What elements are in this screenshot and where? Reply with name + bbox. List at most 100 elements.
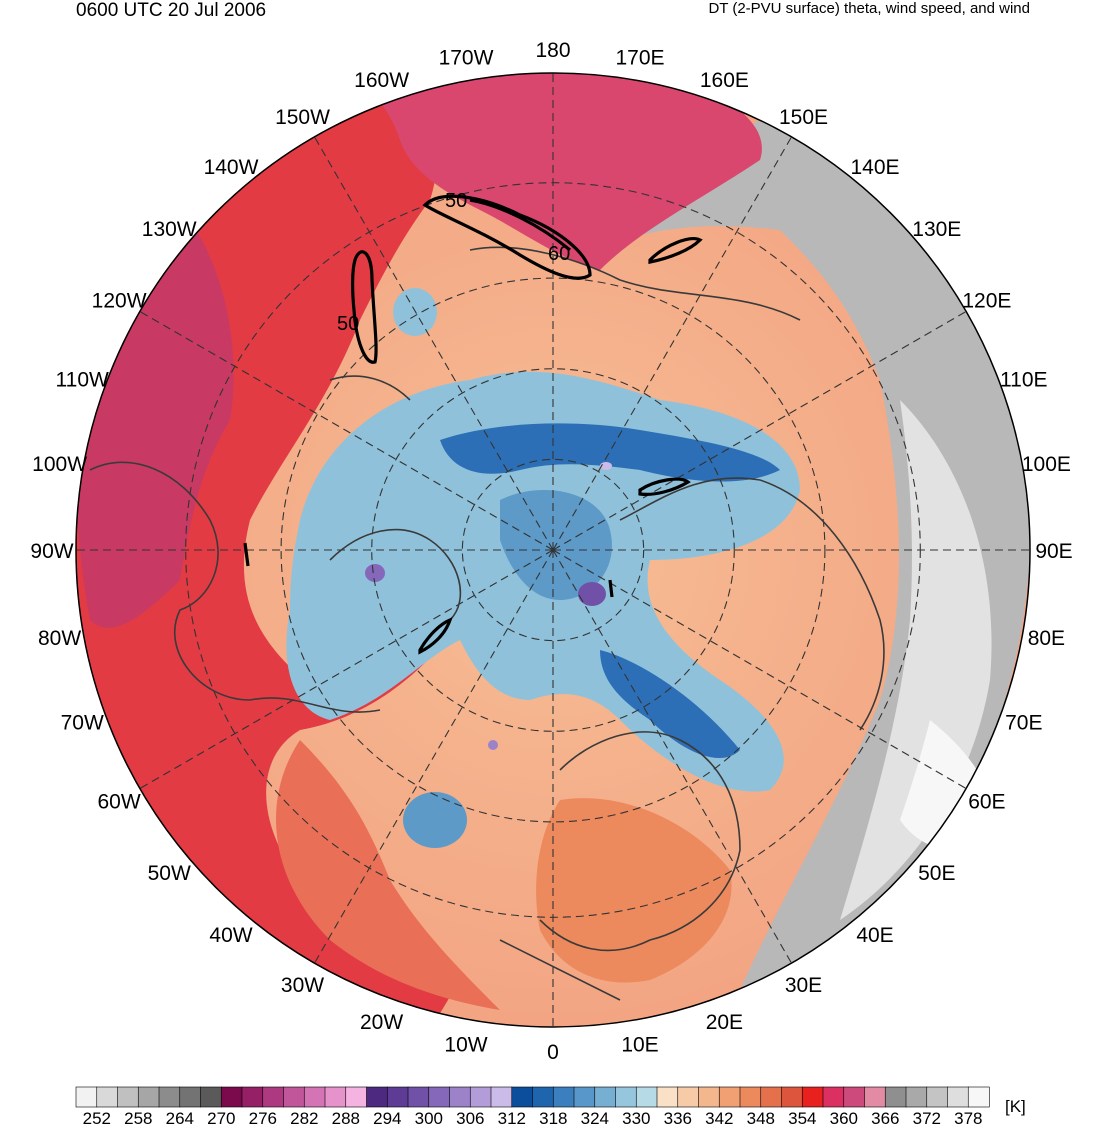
blue-cutoff-atlantic	[403, 792, 467, 848]
colorbar-swatch	[469, 1086, 492, 1108]
longitude-label: 140W	[204, 156, 259, 179]
colorbar-swatch	[490, 1086, 513, 1108]
colorbar	[75, 1086, 990, 1108]
longitude-label: 60E	[968, 791, 1005, 814]
longitude-label: 30E	[785, 974, 822, 997]
colorbar-swatch	[884, 1086, 907, 1108]
colorbar-swatch	[200, 1086, 222, 1108]
longitude-label: 100W	[32, 453, 87, 476]
colorbar-tick-label: 312	[498, 1109, 526, 1126]
colorbar-tick-label: 306	[456, 1109, 484, 1126]
colorbar-tick-label: 282	[290, 1109, 318, 1126]
colorbar-swatch	[386, 1086, 409, 1108]
colorbar-swatch	[283, 1086, 305, 1108]
colorbar-swatch	[511, 1086, 534, 1108]
meridian-line	[314, 136, 554, 551]
valid-time-label: 0600 UTC 20 Jul 2006	[76, 0, 267, 21]
graticule	[76, 73, 1030, 1027]
colorbar-swatch	[615, 1086, 637, 1108]
colorbar-swatch	[179, 1086, 202, 1108]
longitude-label: 90W	[30, 540, 73, 563]
colorbar-ticks: 252 258 264 270 276 282 288 294 300 306 312 318 324 3…	[83, 1109, 983, 1126]
latitude-circle	[185, 182, 921, 918]
colorbar-swatch	[677, 1086, 700, 1108]
colorbar-swatch	[573, 1086, 596, 1108]
longitude-label: 50W	[148, 862, 191, 885]
colorbar-tick-label: 366	[871, 1109, 899, 1126]
colorbar-swatch	[158, 1086, 181, 1108]
jet-contour-bering-inner	[469, 198, 572, 252]
longitude-label: 20W	[360, 1011, 403, 1034]
contour-label-3: 60	[548, 243, 570, 265]
longitude-label: 180	[535, 39, 570, 62]
wind-speed-contours	[243, 194, 703, 655]
longitude-label: 80W	[38, 627, 81, 650]
colorbar-swatch	[926, 1086, 949, 1108]
coastlines	[89, 246, 885, 1001]
colorbar-tick-label: 342	[705, 1109, 733, 1126]
colorbar-swatch	[220, 1086, 243, 1108]
colorbar-swatch	[407, 1086, 430, 1108]
jet-contour-hudson	[418, 617, 453, 655]
dark-blue-band	[440, 423, 780, 482]
longitude-label: 70W	[61, 711, 104, 734]
jet-contour-bering	[422, 194, 592, 280]
longitude-label: 50E	[918, 862, 955, 885]
longitude-label: 160W	[354, 69, 409, 92]
meridian-line	[552, 549, 792, 964]
product-title: DT (2-PVU surface) theta, wind speed, an…	[708, 0, 1030, 17]
meridian-line	[552, 311, 967, 551]
meridian-line	[139, 549, 554, 789]
longitude-label: 110E	[1000, 369, 1048, 392]
longitude-labels: 0 10E 20E 30E 40E 50E 60E 70E 80E 90E 100E 110E 120E…	[30, 39, 1072, 1064]
colorbar-swatch	[801, 1086, 824, 1108]
colorbar-tick-label: 294	[373, 1109, 401, 1126]
colorbar-tick-label: 264	[166, 1109, 194, 1126]
purple-spot-3	[488, 740, 498, 750]
colorbar-swatch	[552, 1086, 575, 1108]
contour-label-2: 50	[337, 313, 359, 335]
latitude-circle	[280, 277, 826, 823]
colorbar-swatch	[947, 1086, 969, 1108]
meridian-line	[314, 549, 554, 964]
colorbar-swatch	[449, 1086, 471, 1108]
colorbar-tick-label: 378	[954, 1109, 982, 1126]
map-border	[75, 72, 1031, 1028]
purple-spot-2	[365, 564, 385, 582]
colorbar-swatch	[75, 1086, 98, 1108]
longitude-label: 60W	[98, 791, 141, 814]
colorbar-swatch	[96, 1086, 119, 1108]
longitude-label: 40W	[209, 924, 252, 947]
latitude-circle	[461, 458, 645, 642]
longitude-label: 140E	[850, 156, 899, 179]
colorbar-swatch	[303, 1086, 326, 1108]
colorbar-swatch	[635, 1086, 658, 1108]
colorbar-tick-label: 336	[664, 1109, 692, 1126]
jet-contour-alaska	[351, 250, 378, 364]
colorbar-swatch	[366, 1086, 388, 1108]
longitude-label: 30W	[281, 974, 324, 997]
pink-north	[360, 73, 762, 270]
longitude-label: 130E	[912, 218, 961, 241]
longitude-label: 120W	[92, 290, 147, 313]
red-arc-atlantic	[276, 740, 500, 1010]
purple-spot-1	[578, 582, 606, 606]
longitude-label: 130W	[142, 218, 197, 241]
longitude-label: 170W	[439, 47, 494, 70]
colorbar-tick-label: 360	[830, 1109, 858, 1126]
colorbar-tick-label: 258	[124, 1109, 152, 1126]
colorbar-swatch	[905, 1086, 928, 1108]
longitude-label: 0	[547, 1041, 559, 1064]
longitude-label: 120E	[962, 290, 1011, 313]
longitude-label: 150W	[275, 106, 330, 129]
meridian-line	[552, 549, 967, 789]
longitude-label: 150E	[779, 106, 828, 129]
colorbar-swatch	[760, 1086, 783, 1108]
colorbar-swatch	[718, 1086, 741, 1108]
colorbar-tick-label: 252	[83, 1109, 111, 1126]
dark-blue-scandinavia	[600, 650, 740, 759]
colorbar-swatch	[428, 1086, 451, 1108]
colorbar-swatch	[822, 1086, 845, 1108]
latitude-circle	[371, 368, 735, 732]
